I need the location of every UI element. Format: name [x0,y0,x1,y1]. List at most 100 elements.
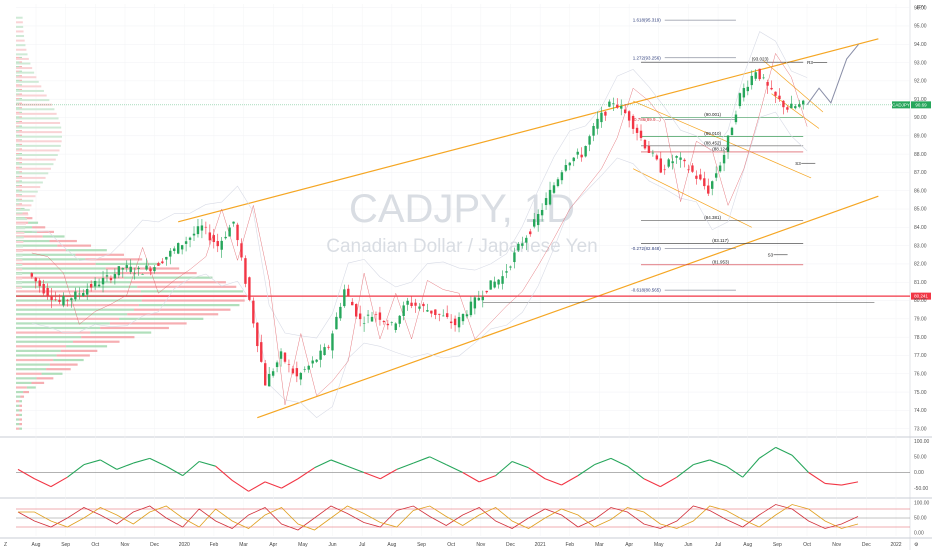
candle-body [319,350,322,360]
volume-profile-bar [72,340,120,343]
x-tick-label: Oct [447,542,455,548]
candle-body [354,304,358,317]
candle-body [509,266,512,268]
osc1-tick-label: 0.00 [914,470,924,476]
volume-profile-bar [16,304,139,307]
osc1-segment [709,459,727,467]
price-tick-label: 75.00 [914,390,927,396]
x-tick-label: Mar [595,542,604,548]
x-tick-label: Jul [359,542,365,548]
volume-profile-bar-upper [16,149,60,152]
volume-profile-bar [16,390,24,394]
osc1-segment [50,476,68,488]
price-tick-label: 80.00 [914,298,927,304]
last-price-value: 90.69 [915,102,927,107]
volume-profile-bar [16,336,82,339]
price-tick-label: 85.00 [914,207,927,213]
candle-body [275,362,279,368]
candle-body [42,283,45,294]
candle-body [691,165,694,172]
candle-body [592,125,595,136]
osc1-tick-label: -50.00 [914,486,928,492]
candle-body [260,342,263,362]
volume-profile-bar [95,262,161,266]
candle-body [703,178,706,187]
volume-profile-bar [19,413,22,417]
candle-body [86,288,89,295]
osc1-segment [396,462,414,470]
osc1-segment [297,467,315,480]
candle-body [560,172,564,181]
x-tick-label: Aug [743,542,752,548]
osc1-segment [445,464,463,473]
volume-profile-bar [16,372,42,375]
candle-body [493,281,496,288]
channel-lower-line [257,195,879,419]
osc1-segment [643,478,661,488]
candle-body [129,266,132,272]
x-tick-label: Nov [121,542,130,548]
currency-label: JPY [916,5,926,11]
osc1-segment [610,457,628,467]
volume-profile-bar [16,400,20,403]
candle-body [347,288,350,296]
osc1-segment [594,457,612,466]
candle-body [97,284,101,287]
candle-body [180,245,184,250]
volume-profile-bar-upper [16,277,23,280]
x-tick-label: 2022 [890,542,901,548]
candle-body [714,173,718,178]
candle-body [252,300,255,324]
candle-body [311,360,314,364]
volume-profile-bar-upper [16,16,23,19]
osc1-segment [116,462,134,470]
candle-body [30,273,34,277]
gear-icon: ⚙ [914,542,919,548]
x-tick-label: May [654,542,664,548]
candle-body [165,256,168,260]
volume-profile-bar [105,267,180,270]
volume-profile-bar-upper [16,181,43,184]
x-tick-label: Sep [61,542,70,548]
candle-body [707,185,710,194]
price-level-label: (84.381) [704,215,721,220]
candle-body [529,231,532,235]
candle-body [588,136,591,145]
candle-body [620,106,623,109]
pivot-label: S3 [795,161,801,166]
x-tick-label: Dec [862,542,871,548]
candle-body [145,265,148,270]
candle-body [762,77,765,79]
volume-profile-bar [19,427,22,430]
candle-body [679,157,682,160]
x-tick-label: Dec [150,542,159,548]
candle-body [786,107,789,110]
osc1-segment [67,464,85,478]
price-tick-label: 90.00 [914,115,927,121]
candle-body [351,301,354,306]
candle-body [683,159,686,162]
x-tick-label: Aug [387,542,396,548]
osc1-segment [808,472,826,484]
candle-body [481,296,484,301]
volume-profile-bar [16,235,43,238]
volume-profile-bar-upper [16,39,25,42]
x-tick-label: May [298,542,308,548]
volume-profile-bar-upper [16,67,33,70]
candle-body [659,158,662,173]
candle-body [89,284,93,288]
candle-body [386,323,390,326]
osc1-segment [544,478,562,486]
candle-body [627,111,631,121]
volume-profile-bar [16,349,61,352]
x-tick-label: Apr [625,542,633,548]
candle-body [366,314,370,316]
candle-body [157,263,160,266]
candle-body [623,109,627,114]
volume-profile-bar-upper [16,30,24,33]
candle-body [604,111,607,116]
volume-profile-bar-upper [16,218,28,221]
candle-body [323,347,326,356]
